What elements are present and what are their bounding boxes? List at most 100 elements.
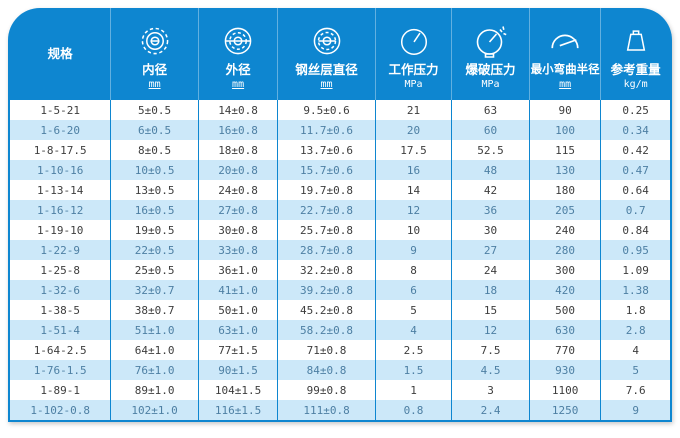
- table-cell: 104±1.5: [199, 380, 279, 400]
- table-cell: 33±0.8: [199, 240, 279, 260]
- table-cell: 14: [376, 180, 453, 200]
- table-cell: 2.4: [452, 400, 530, 420]
- table-row: 1-102-0.8 102±1.0 116±1.5 111±0.8 0.8 2.4 1250…: [10, 400, 670, 420]
- column-header-min-bend-radius: 最小弯曲半径 mm: [530, 8, 602, 100]
- table-row: 1-51-4 51±1.0 63±1.0 58.2±0.8 4 12 630 2.8: [10, 320, 670, 340]
- table-header: 规格 内径 mm: [8, 8, 672, 100]
- table-cell: 2.8: [625, 323, 646, 337]
- table-cell: 3: [452, 380, 530, 400]
- table-row: 1-13-14 13±0.5 24±0.8 19.7±0.8 14 42 180 0.64: [10, 180, 670, 200]
- table-cell: 41±1.0: [199, 280, 279, 300]
- table-cell: 17.5: [376, 140, 453, 160]
- column-header-inner-diameter: 内径 mm: [111, 8, 199, 100]
- table-cell: 99±0.8: [278, 380, 376, 400]
- table-cell: 84±0.8: [278, 360, 376, 380]
- table-cell: 0.25: [622, 103, 649, 117]
- table-cell: 2.5: [376, 340, 453, 360]
- table-cell: 13±0.5: [111, 180, 199, 200]
- outer-diameter-icon: [221, 21, 255, 61]
- table-cell: 4: [632, 343, 639, 357]
- table-cell: 20±0.8: [199, 160, 279, 180]
- table-row: 1-25-8 25±0.5 36±1.0 32.2±0.8 8 24 300 1.09: [10, 260, 670, 280]
- table-row: 1-38-5 38±0.7 50±1.0 45.2±0.8 5 15 500 1.8: [10, 300, 670, 320]
- table-row: 1-8-17.5 8±0.5 18±0.8 13.7±0.6 17.5 52.5 115 0.…: [10, 140, 670, 160]
- table-cell: 38±0.7: [111, 300, 199, 320]
- table-cell: 5: [376, 300, 453, 320]
- table-cell: 0.84: [622, 223, 649, 237]
- spec-cell: 1-32-6: [10, 280, 112, 300]
- table-cell: 32±0.7: [111, 280, 199, 300]
- spec-cell: 1-76-1.5: [10, 360, 112, 380]
- column-label: 外径: [225, 63, 251, 77]
- table-body: 1-5-21 5±0.5 14±0.8 9.5±0.6 21 63 90 0.25 1-6-20…: [8, 100, 672, 422]
- table-cell: 63: [452, 100, 530, 120]
- column-label: 工作压力: [388, 63, 439, 77]
- table-cell: 0.47: [622, 163, 649, 177]
- table-cell: 50±1.0: [199, 300, 279, 320]
- spec-cell: 1-19-10: [10, 220, 112, 240]
- table-cell: 4: [376, 320, 453, 340]
- column-label: 参考重量: [610, 63, 661, 77]
- table-cell: 16: [376, 160, 453, 180]
- table-cell: 7.5: [452, 340, 530, 360]
- table-cell: 42: [452, 180, 530, 200]
- table-cell: 116±1.5: [199, 400, 279, 420]
- burst-pressure-gauge-icon: [473, 21, 509, 61]
- weight-icon: [619, 21, 653, 61]
- table-cell: 63±1.0: [199, 320, 279, 340]
- spec-cell: 1-16-12: [10, 200, 112, 220]
- table-cell: 27±0.8: [199, 200, 279, 220]
- table-cell: 90: [530, 100, 602, 120]
- table-cell: 58.2±0.8: [278, 320, 376, 340]
- table-cell: 30: [452, 220, 530, 240]
- column-label: 最小弯曲半径: [530, 64, 600, 76]
- table-cell: 25.7±0.8: [278, 220, 376, 240]
- table-cell: 300: [530, 260, 602, 280]
- spec-cell: 1-22-9: [10, 240, 112, 260]
- table-cell: 115: [530, 140, 602, 160]
- table-cell: 36: [452, 200, 530, 220]
- wire-layer-diameter-icon: [310, 21, 344, 61]
- table-row: 1-76-1.5 76±1.0 90±1.5 84±0.8 1.5 4.5 930 5: [10, 360, 670, 380]
- column-unit: MPa: [481, 79, 500, 90]
- table-cell: 9: [376, 240, 453, 260]
- table-cell: 8±0.5: [111, 140, 199, 160]
- column-label: 钢丝层直径: [295, 63, 358, 77]
- table-row: 1-5-21 5±0.5 14±0.8 9.5±0.6 21 63 90 0.25: [10, 100, 670, 120]
- table-cell: 0.42: [622, 143, 649, 157]
- column-unit: MPa: [404, 79, 423, 90]
- column-unit: mm: [320, 79, 333, 90]
- table-cell: 205: [530, 200, 602, 220]
- table-cell: 36±1.0: [199, 260, 279, 280]
- working-pressure-gauge-icon: [397, 21, 431, 61]
- column-label: 内径: [142, 63, 168, 77]
- table-cell: 102±1.0: [111, 400, 199, 420]
- table-cell: 71±0.8: [278, 340, 376, 360]
- table-cell: 12: [376, 200, 453, 220]
- table-cell: 22.7±0.8: [278, 200, 376, 220]
- table-cell: 12: [452, 320, 530, 340]
- table-cell: 130: [530, 160, 602, 180]
- table-row: 1-6-20 6±0.5 16±0.8 11.7±0.6 20 60 100 0.34: [10, 120, 670, 140]
- table-cell: 28.7±0.8: [278, 240, 376, 260]
- spec-cell: 1-13-14: [10, 180, 112, 200]
- table-cell: 14±0.8: [199, 100, 279, 120]
- table-cell: 52.5: [452, 140, 530, 160]
- table-cell: 45.2±0.8: [278, 300, 376, 320]
- table-cell: 930: [530, 360, 602, 380]
- table-cell: 19±0.5: [111, 220, 199, 240]
- column-unit: mm: [559, 79, 572, 90]
- table-cell: 180: [530, 180, 602, 200]
- table-cell: 6±0.5: [111, 120, 199, 140]
- table-cell: 7.6: [625, 383, 646, 397]
- column-unit: kg/m: [623, 79, 648, 90]
- table-cell: 0.64: [622, 183, 649, 197]
- spec-cell: 1-8-17.5: [10, 140, 112, 160]
- table-cell: 0.34: [622, 123, 649, 137]
- table-cell: 18±0.8: [199, 140, 279, 160]
- spec-cell: 1-64-2.5: [10, 340, 112, 360]
- column-header-spec: 规格: [10, 8, 112, 100]
- table-cell: 89±1.0: [111, 380, 199, 400]
- table-cell: 8: [376, 260, 453, 280]
- column-header-working-pressure: 工作压力 MPa: [376, 8, 453, 100]
